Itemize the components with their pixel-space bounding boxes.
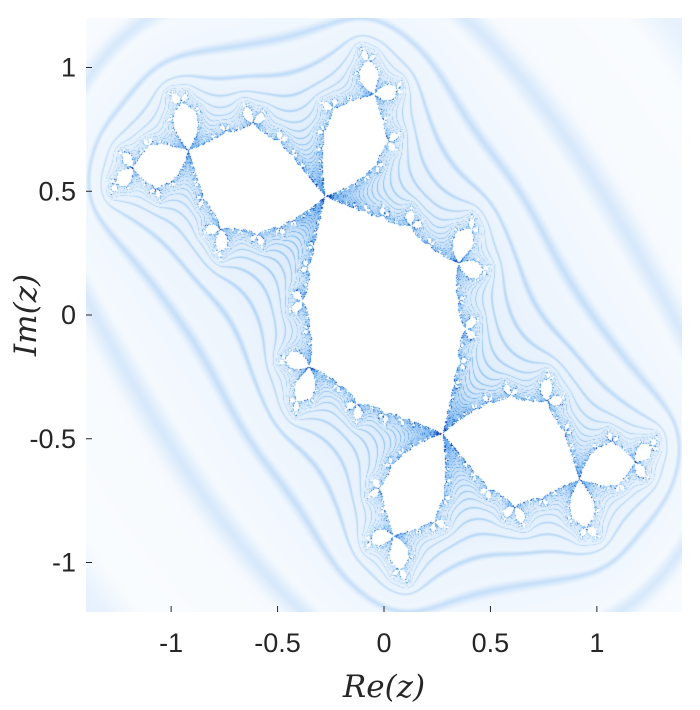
x-tick-label: 0 (376, 628, 391, 658)
x-tick-label: 0.5 (472, 628, 510, 658)
x-tick-label: -0.5 (254, 628, 301, 658)
x-tick-label: -1 (159, 628, 183, 658)
x-axis-label: Re(z) (342, 669, 425, 705)
y-tick-label: 0.5 (38, 176, 76, 206)
y-tick-label: -0.5 (29, 424, 76, 454)
julia-set-image (86, 18, 682, 612)
y-tick-label: 0 (61, 300, 76, 330)
y-axis-label: Im(z) (8, 274, 44, 357)
x-tick-label: 1 (589, 628, 604, 658)
plot-area (86, 18, 682, 612)
x-axis: -1 -0.5 0 0.5 1 (159, 606, 604, 658)
y-axis: 1 0.5 0 -0.5 -1 (29, 53, 92, 578)
y-tick-label: 1 (61, 53, 76, 83)
y-tick-label: -1 (52, 548, 76, 578)
